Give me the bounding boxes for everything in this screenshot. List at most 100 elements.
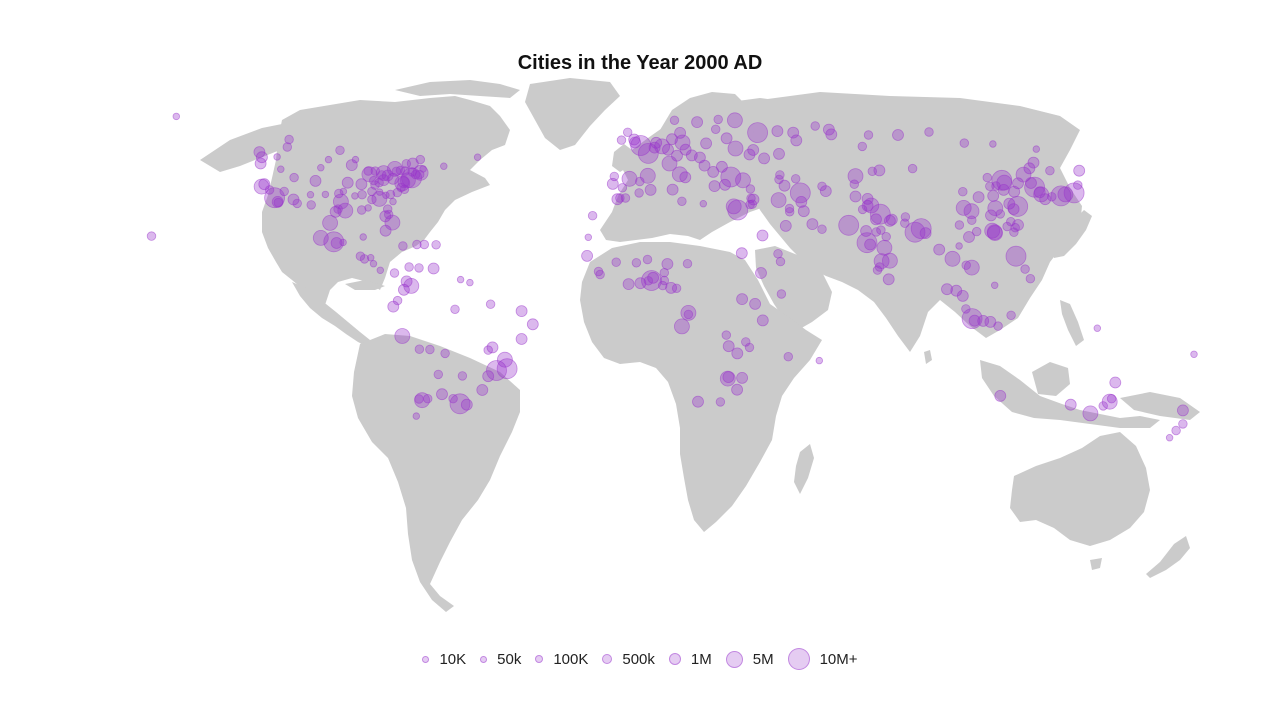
city-marker	[849, 190, 862, 203]
city-marker	[861, 192, 874, 205]
landmass-new-guinea	[1120, 392, 1200, 420]
city-marker	[783, 352, 794, 362]
cities-layer	[146, 112, 1198, 442]
city-marker	[967, 215, 977, 225]
city-marker	[743, 148, 756, 161]
city-marker	[623, 127, 633, 138]
city-marker	[264, 185, 275, 195]
city-marker	[955, 199, 972, 216]
city-marker	[735, 172, 751, 189]
city-marker	[1178, 419, 1188, 429]
city-marker	[486, 341, 499, 354]
city-marker	[773, 249, 783, 259]
legend-label: 10M+	[819, 650, 858, 668]
city-marker	[172, 112, 180, 121]
city-marker	[635, 176, 645, 187]
city-marker	[367, 254, 375, 262]
city-marker	[963, 259, 980, 276]
city-marker	[961, 260, 971, 270]
city-marker	[595, 269, 605, 280]
city-marker	[881, 231, 891, 242]
city-marker	[864, 238, 876, 251]
city-marker	[389, 268, 400, 278]
city-marker	[306, 190, 315, 199]
legend-label: 100K	[553, 650, 589, 668]
city-marker	[382, 191, 390, 199]
city-marker	[756, 229, 769, 242]
city-marker	[376, 188, 384, 196]
legend-label: 500k	[622, 650, 655, 668]
city-marker	[907, 163, 918, 174]
city-marker	[473, 153, 482, 161]
city-marker	[1005, 245, 1027, 267]
city-marker	[984, 315, 997, 328]
city-marker	[1073, 180, 1083, 190]
city-marker	[448, 394, 458, 404]
city-marker	[735, 247, 748, 260]
city-marker	[370, 180, 380, 190]
city-marker	[1025, 177, 1037, 189]
city-marker	[1039, 193, 1052, 206]
city-marker	[284, 134, 294, 145]
city-marker	[414, 263, 424, 273]
city-marker	[425, 344, 435, 355]
city-marker	[423, 394, 433, 404]
city-marker	[1023, 162, 1036, 175]
city-marker	[1050, 185, 1072, 207]
city-marker	[776, 289, 787, 299]
city-marker	[873, 164, 886, 177]
city-marker	[1006, 310, 1016, 321]
landmass-scandinavia	[660, 92, 745, 146]
city-marker	[449, 393, 471, 415]
city-marker	[989, 140, 997, 148]
city-marker	[1190, 350, 1198, 358]
city-marker	[659, 268, 670, 278]
city-marker	[993, 321, 1003, 331]
legend-label: 5M	[752, 650, 774, 668]
city-marker	[433, 369, 444, 380]
city-marker	[1177, 404, 1189, 417]
city-marker	[892, 129, 904, 141]
city-marker	[784, 203, 795, 214]
city-marker	[770, 192, 787, 209]
city-marker	[367, 194, 377, 205]
landmass-australia	[1010, 432, 1150, 546]
city-marker	[727, 140, 744, 157]
city-marker	[872, 265, 883, 275]
city-marker	[1020, 264, 1030, 274]
city-marker	[795, 195, 808, 208]
city-marker	[659, 275, 670, 286]
city-marker	[727, 112, 743, 129]
city-marker	[867, 166, 878, 177]
landmass-madagascar	[794, 444, 814, 494]
city-marker	[790, 134, 803, 147]
city-marker	[755, 267, 767, 279]
city-marker	[621, 170, 638, 187]
city-marker	[719, 178, 731, 191]
city-marker	[713, 114, 723, 125]
city-marker	[412, 239, 422, 250]
city-marker	[334, 188, 344, 199]
landmass-philippines	[1060, 300, 1084, 346]
landmass-alaska	[200, 124, 282, 172]
city-marker	[1045, 165, 1055, 176]
city-marker	[719, 370, 736, 387]
landmass-japan	[1052, 210, 1092, 258]
city-marker	[1098, 401, 1108, 411]
city-marker	[357, 189, 367, 200]
city-marker	[741, 337, 751, 347]
city-marker	[674, 318, 690, 335]
city-marker	[785, 207, 795, 217]
city-marker	[322, 214, 339, 231]
city-marker	[779, 219, 792, 232]
city-marker	[924, 127, 934, 137]
city-marker	[662, 143, 674, 156]
legend-item-1m: 1M	[668, 651, 712, 668]
city-marker	[884, 214, 896, 227]
city-marker	[339, 238, 347, 247]
city-marker	[587, 210, 598, 221]
city-marker	[674, 126, 686, 139]
city-marker	[1025, 274, 1036, 284]
city-marker	[778, 179, 791, 192]
map-title: Cities in the Year 2000 AD	[517, 52, 763, 74]
